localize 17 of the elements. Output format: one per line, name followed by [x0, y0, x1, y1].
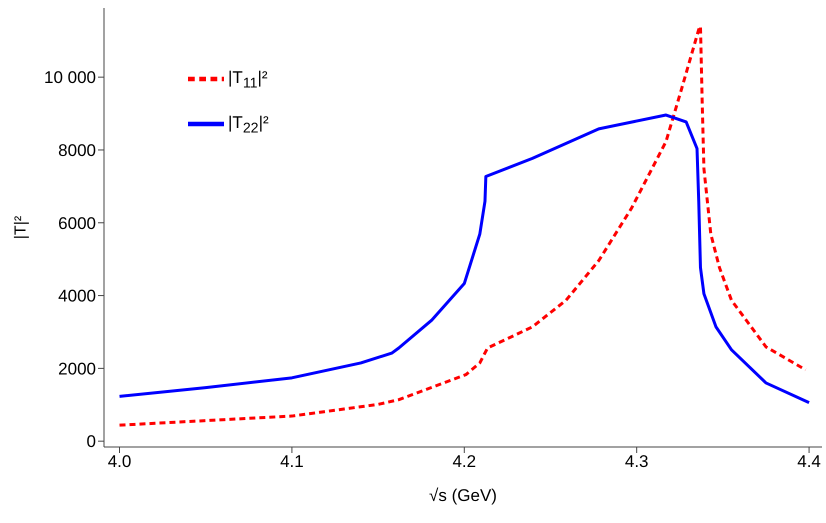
x-tick-label: 4.1 [280, 452, 304, 472]
y-tick-label: 0 [86, 432, 96, 452]
legend-label: |T$_{11}$|² [228, 68, 268, 92]
y-tick-label: 8000 [58, 141, 96, 160]
line-series [118, 24, 808, 427]
x-axis-title: √s (GeV) [429, 486, 497, 505]
x-tick-label: 4.3 [624, 452, 648, 472]
legend-label: |T$_{22}$|² [228, 113, 269, 137]
y-tick-label: 6000 [58, 214, 96, 233]
y-tick-label: 4000 [58, 286, 96, 306]
x-tick-label: 4.4 [797, 452, 821, 472]
x-tick-label: 4.0 [108, 452, 132, 472]
x-tick-label: 4.2 [452, 452, 476, 472]
y-axis-title: |T|² [12, 215, 30, 240]
line-series [118, 114, 811, 404]
y-tick-label: 2000 [58, 359, 96, 378]
y-tick-label: 10 000 [44, 68, 96, 88]
